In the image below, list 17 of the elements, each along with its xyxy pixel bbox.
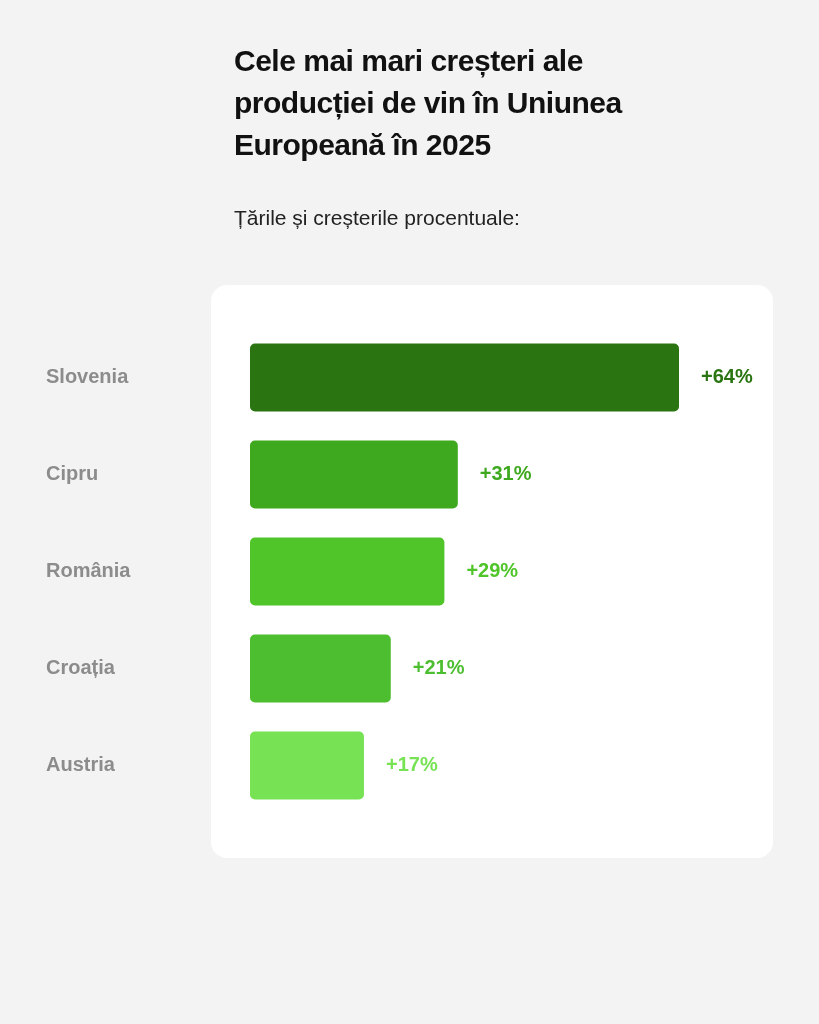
y-tick-label: Croația [46,656,116,679]
y-tick-label: Austria [46,753,116,776]
bar [250,440,458,509]
y-tick-label: Slovenia [46,365,130,388]
y-tick-label: Cipru [46,462,99,485]
data-label: +17% [385,753,438,776]
bar [250,634,391,703]
bar [250,731,364,800]
data-label: +31% [479,462,532,485]
chart-subtitle: Țările și creșterile procentuale: [234,206,520,230]
bar [250,343,679,412]
bar [250,537,445,606]
data-label: +29% [466,559,519,582]
data-label: +21% [412,656,465,679]
chart-title: Cele mai mari creșteri ale producției de vin în Uniunea Europeană în 2025 [234,43,624,163]
y-tick-label: România [46,559,132,582]
data-label: +64% [701,365,753,388]
